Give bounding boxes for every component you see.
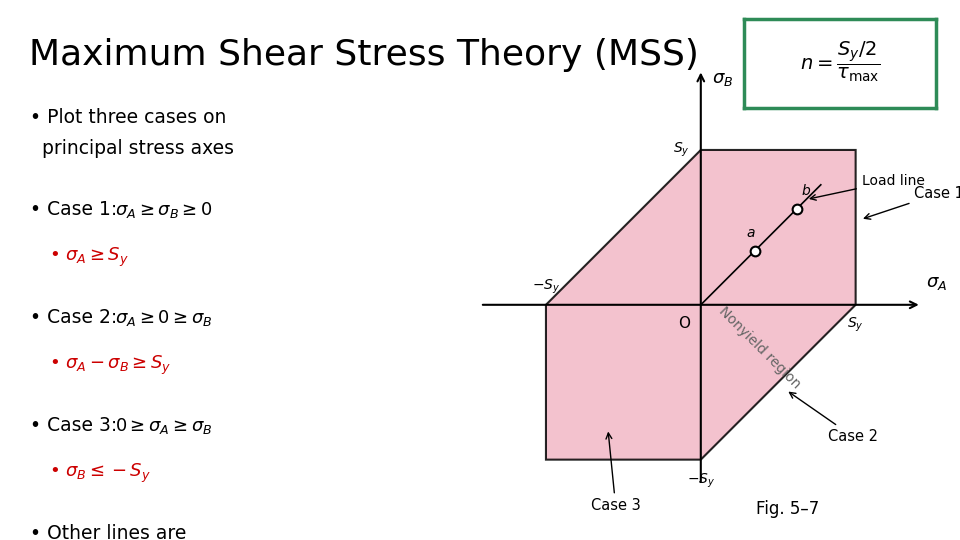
Text: b: b (802, 184, 810, 198)
Text: $S_y$: $S_y$ (673, 141, 690, 159)
Text: a: a (746, 226, 755, 240)
Text: • Other lines are: • Other lines are (30, 524, 186, 540)
Text: Case 3: Case 3 (590, 433, 640, 514)
Text: •: • (50, 462, 66, 480)
Text: $\sigma_B \leq -S_y$: $\sigma_B \leq -S_y$ (65, 462, 151, 485)
Text: $\sigma_A \geq S_y$: $\sigma_A \geq S_y$ (65, 246, 129, 269)
Text: $n = \dfrac{S_y / 2}{\tau_{\max}}$: $n = \dfrac{S_y / 2}{\tau_{\max}}$ (800, 39, 880, 84)
Text: Nonyield region: Nonyield region (716, 305, 804, 392)
Text: $\sigma_A - \sigma_B \geq S_y$: $\sigma_A - \sigma_B \geq S_y$ (65, 354, 171, 377)
Text: • Case 3:: • Case 3: (30, 416, 123, 435)
Text: O: O (678, 316, 690, 330)
Text: Load line: Load line (810, 174, 924, 200)
Text: Case 2: Case 2 (789, 393, 877, 444)
Text: $\sigma_B$: $\sigma_B$ (711, 70, 732, 87)
Text: principal stress axes: principal stress axes (42, 139, 234, 158)
Text: $-S_y$: $-S_y$ (686, 472, 715, 490)
Text: $\sigma_A$: $\sigma_A$ (926, 274, 948, 293)
Text: Case 1: Case 1 (864, 186, 960, 219)
Text: •: • (50, 246, 66, 264)
Text: • Case 2:: • Case 2: (30, 308, 123, 327)
Polygon shape (546, 150, 855, 460)
Text: • Plot three cases on: • Plot three cases on (30, 108, 227, 127)
Text: • Case 1:: • Case 1: (30, 200, 123, 219)
Text: $\sigma_A \geq \sigma_B \geq 0$: $\sigma_A \geq \sigma_B \geq 0$ (115, 200, 212, 220)
Text: $0 \geq \sigma_A \geq \sigma_B$: $0 \geq \sigma_A \geq \sigma_B$ (115, 416, 212, 436)
Text: $-S_y$: $-S_y$ (532, 277, 560, 295)
Text: Fig. 5–7: Fig. 5–7 (756, 501, 819, 518)
Text: Maximum Shear Stress Theory (MSS): Maximum Shear Stress Theory (MSS) (29, 38, 699, 72)
Text: $\sigma_A \geq 0 \geq \sigma_B$: $\sigma_A \geq 0 \geq \sigma_B$ (115, 308, 212, 328)
Text: •: • (50, 354, 66, 372)
Text: $S_y$: $S_y$ (848, 316, 864, 334)
